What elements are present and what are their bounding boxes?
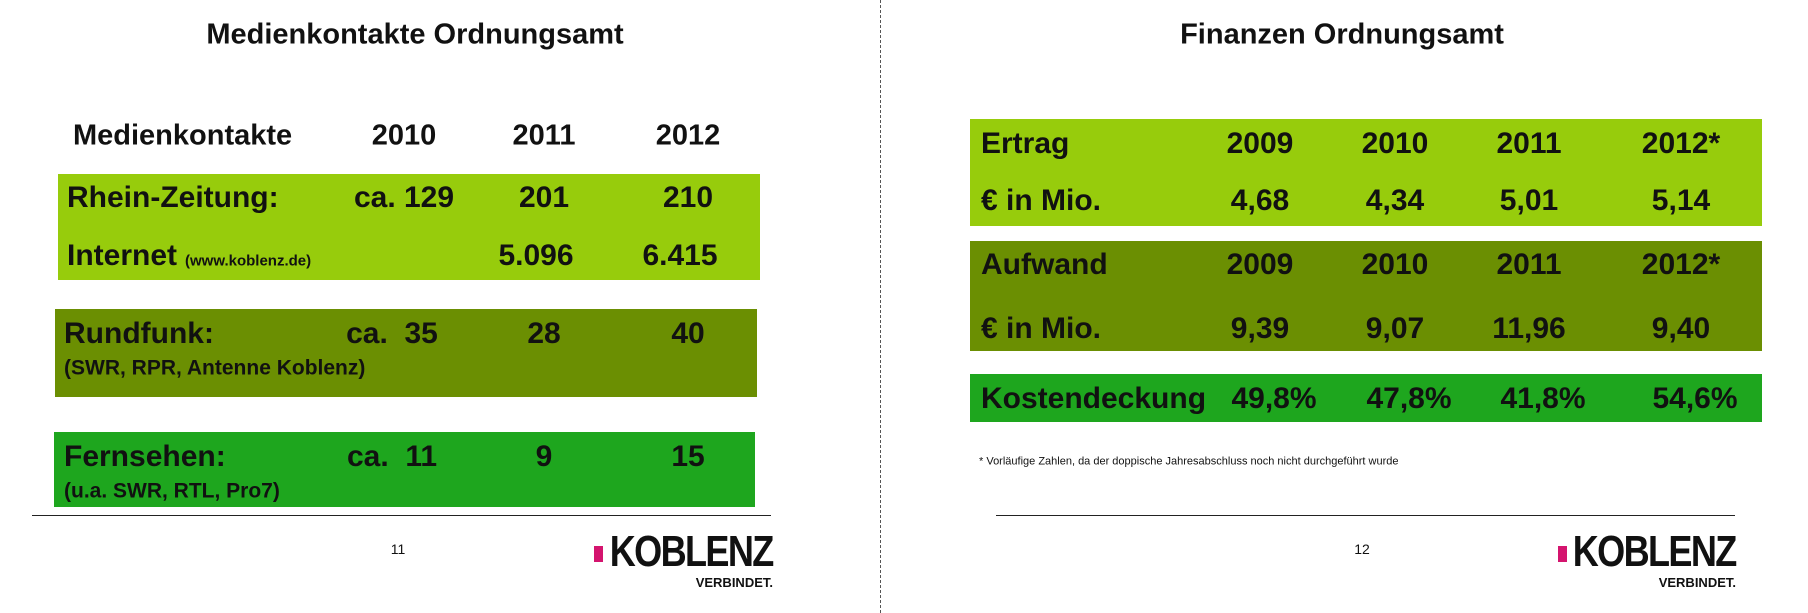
row-label: Aufwand: [981, 248, 1108, 281]
row-value: 41,8%: [1500, 382, 1586, 415]
logo-tagline: VERBINDET.: [1658, 575, 1736, 590]
row-label: Fernsehen:: [64, 440, 226, 473]
row-value: 5.096: [498, 239, 574, 272]
row-value: 9: [535, 440, 553, 473]
row-value: 2011: [1496, 248, 1562, 281]
row-value: 2010: [1361, 127, 1429, 160]
logo-name: KOBLENZ: [1573, 527, 1738, 576]
row-value: 15: [671, 440, 705, 473]
media-box-radio: [55, 309, 757, 397]
row-value: 6.415: [642, 239, 718, 272]
row-value: 2010: [1361, 248, 1429, 281]
footnote: * Vorläufige Zahlen, da der doppische Ja…: [979, 455, 1399, 468]
media-box-tv: [54, 432, 755, 507]
row-value: 5,14: [1651, 184, 1711, 217]
row-label: Internet: [67, 239, 178, 272]
row-value: 2009: [1226, 248, 1294, 281]
row-value: ca. 35: [346, 317, 438, 350]
row-label: Ertrag: [981, 127, 1070, 160]
header-cell: Medienkontakte: [73, 119, 293, 152]
row-value: 2012*: [1641, 248, 1721, 281]
footer-rule: [996, 515, 1735, 516]
logo-mark: [594, 546, 603, 562]
row-value: 54,6%: [1652, 382, 1738, 415]
header-cell: 2010: [371, 119, 437, 152]
logo: KOBLENZ VERBINDET.: [574, 527, 775, 590]
row-value: 5,01: [1499, 184, 1559, 217]
row-value: 4,68: [1230, 184, 1290, 217]
row-value: 40: [671, 317, 705, 350]
row-value: ca. 129: [353, 181, 455, 214]
row-note: (www.koblenz.de): [185, 252, 312, 270]
row-label: € in Mio.: [981, 184, 1101, 217]
slide-divider: [880, 0, 881, 613]
row-value: 2011: [1496, 127, 1562, 160]
row-value: 210: [662, 181, 714, 214]
row-value: 2009: [1226, 127, 1294, 160]
row-value: 49,8%: [1231, 382, 1317, 415]
logo-tagline: VERBINDET.: [695, 575, 773, 590]
page-number: 11: [390, 541, 406, 557]
row-value: 11,96: [1492, 312, 1566, 345]
row-value: 9,40: [1651, 312, 1711, 345]
row-value: 2012*: [1641, 127, 1721, 160]
revenue-box: [970, 119, 1762, 226]
row-value: 9,07: [1365, 312, 1425, 345]
media-box-print: [58, 174, 760, 280]
row-value: 9,39: [1230, 312, 1290, 345]
row-label: € in Mio.: [981, 312, 1101, 345]
expense-box: [970, 241, 1762, 351]
row-label: Rundfunk:: [64, 317, 214, 350]
row-value: ca. 11: [346, 440, 438, 473]
row-value: 4,34: [1365, 184, 1425, 217]
logo-mark: [1558, 546, 1567, 562]
header-cell: 2011: [512, 119, 576, 152]
row-value: 47,8%: [1366, 382, 1452, 415]
row-label: Kostendeckung: [981, 382, 1207, 415]
row-subtitle: (u.a. SWR, RTL, Pro7): [64, 479, 280, 503]
page-number: 12: [1354, 541, 1370, 557]
row-label: Rhein-Zeitung:: [67, 181, 279, 214]
footer-rule: [32, 515, 771, 516]
slide-title: Medienkontakte Ordnungsamt: [206, 18, 624, 51]
header-cell: 2012: [655, 119, 721, 152]
logo-name: KOBLENZ: [610, 527, 775, 576]
row-value: 201: [518, 181, 570, 214]
row-value: 28: [527, 317, 561, 350]
row-subtitle: (SWR, RPR, Antenne Koblenz): [64, 356, 366, 380]
logo: KOBLENZ VERBINDET.: [1537, 527, 1738, 590]
coverage-box: [970, 374, 1762, 422]
slide-title: Finanzen Ordnungsamt: [1180, 18, 1504, 51]
